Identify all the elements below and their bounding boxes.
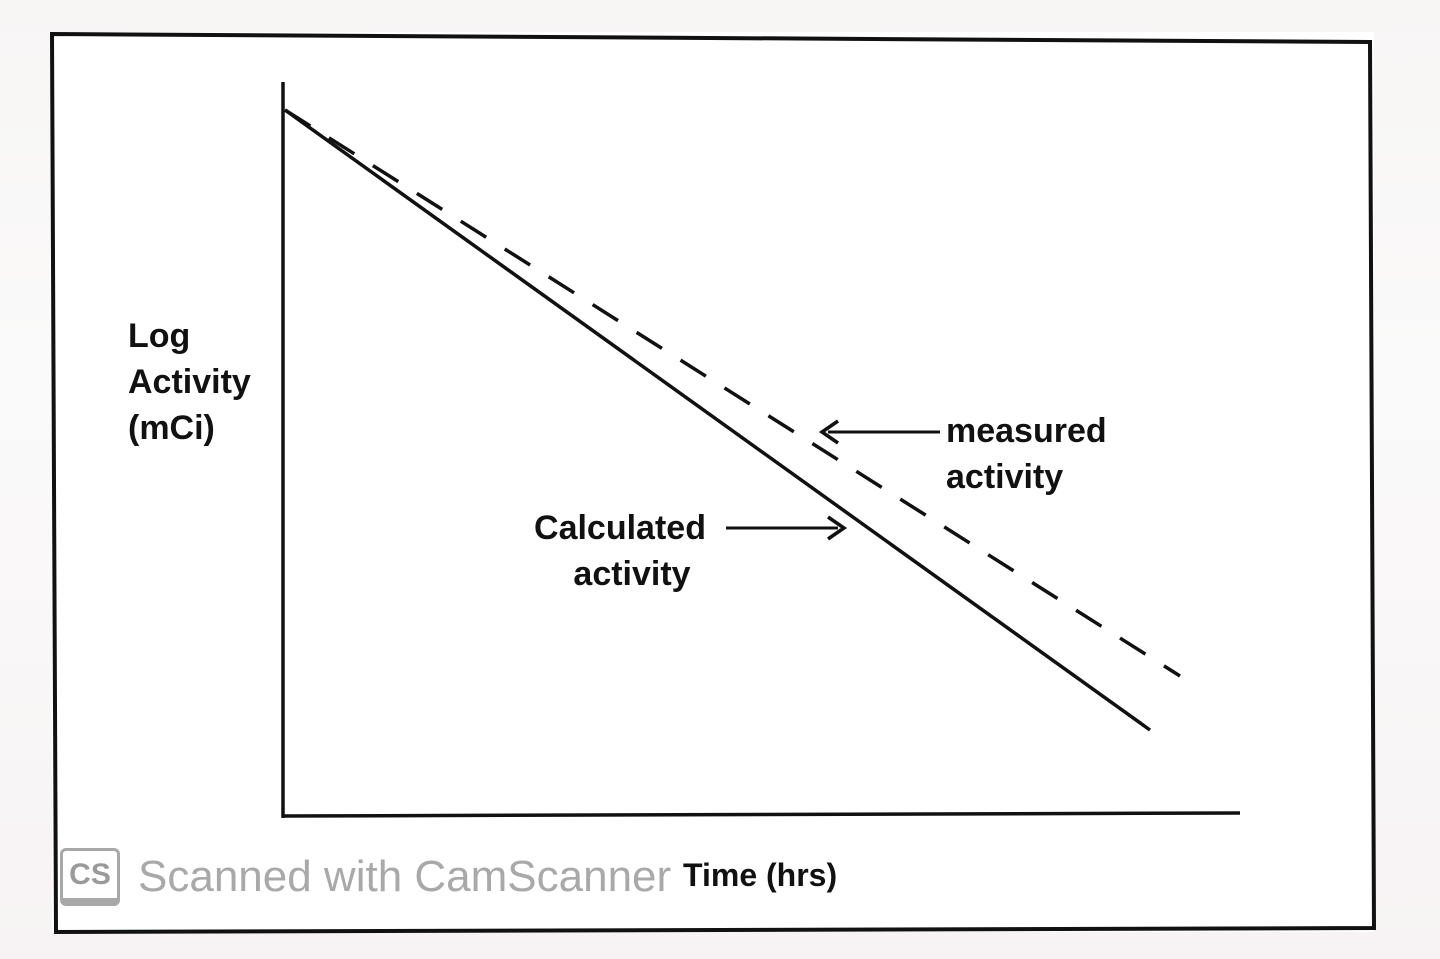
y-axis-label-line3: (mCi) [128, 409, 215, 447]
measured-arrow-head [818, 419, 839, 445]
calculated-arrow-head [827, 515, 848, 541]
y-axis-label: Log Activity (mCi) [128, 313, 251, 451]
y-axis-label-line2: Activity [128, 363, 251, 401]
measured-activity-annotation: measured activity [946, 408, 1107, 500]
watermark-text: Scanned with CamScanner [138, 852, 672, 901]
calculated-label-line1: Calculated [534, 509, 706, 547]
calculated-activity-annotation: Calculated activity [520, 505, 720, 597]
calculated-activity-line [283, 108, 1152, 732]
figure-border [49, 31, 1377, 935]
y-axis-label-line1: Log [128, 317, 191, 355]
x-axis [282, 811, 1241, 818]
camscanner-logo-icon: CS [60, 848, 120, 906]
measured-activity-line [284, 108, 1181, 678]
calculated-label-line2: activity [573, 555, 691, 593]
x-axis-label: Time (hrs) [683, 857, 838, 893]
measured-label-line1: measured [946, 412, 1107, 450]
figure-frame [52, 32, 1374, 932]
measured-label-line2: activity [946, 458, 1064, 496]
camscanner-watermark: CS Scanned with CamScanner [60, 846, 671, 908]
